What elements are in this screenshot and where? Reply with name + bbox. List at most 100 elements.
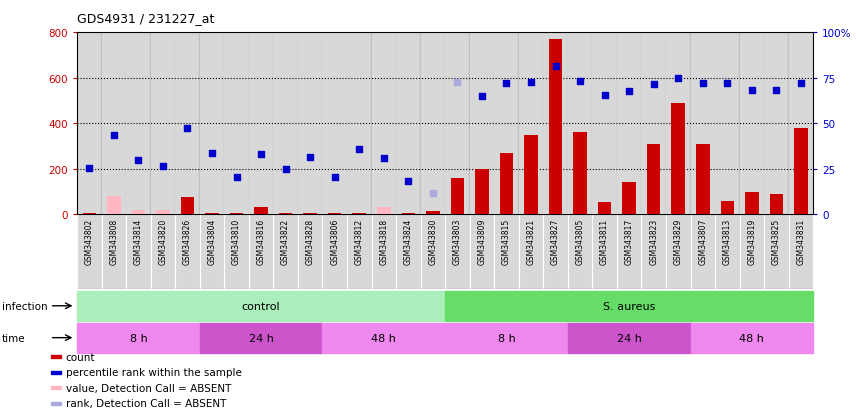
Bar	[592, 215, 617, 289]
Bar	[151, 215, 175, 289]
Text: GSM343802: GSM343802	[85, 218, 94, 265]
Text: GSM343816: GSM343816	[257, 218, 265, 265]
Bar	[249, 215, 273, 289]
Bar	[494, 215, 519, 289]
Text: GSM343818: GSM343818	[379, 218, 389, 264]
Bar	[788, 215, 813, 289]
Bar	[151, 33, 175, 215]
Point	[671, 75, 685, 82]
Point	[107, 132, 121, 139]
Point	[132, 157, 146, 164]
Bar	[199, 323, 323, 353]
Bar	[82, 214, 96, 215]
Point	[426, 190, 440, 197]
Bar	[764, 215, 788, 289]
Bar	[691, 215, 715, 289]
Text: time: time	[2, 333, 26, 343]
Text: 48 h: 48 h	[740, 333, 764, 343]
Point	[450, 80, 464, 86]
Point	[303, 154, 317, 161]
Bar	[470, 33, 494, 215]
Bar	[445, 33, 470, 215]
Text: S. aureus: S. aureus	[603, 301, 656, 311]
Text: GSM343821: GSM343821	[526, 218, 536, 264]
Bar	[450, 178, 464, 215]
Bar	[788, 33, 813, 215]
Text: GSM343809: GSM343809	[478, 218, 486, 265]
Bar	[574, 133, 587, 215]
Point	[353, 147, 366, 153]
Bar	[175, 215, 199, 289]
Bar	[592, 33, 617, 215]
Text: GSM343826: GSM343826	[183, 218, 192, 265]
Bar	[175, 33, 199, 215]
Text: GSM343806: GSM343806	[330, 218, 339, 265]
Bar	[396, 215, 420, 289]
Bar	[199, 215, 224, 289]
Point	[770, 88, 783, 94]
Point	[794, 81, 808, 88]
Point	[229, 174, 243, 180]
Bar	[77, 323, 199, 353]
Point	[500, 81, 514, 88]
Text: value, Detection Call = ABSENT: value, Detection Call = ABSENT	[66, 383, 231, 393]
Text: GSM343829: GSM343829	[674, 218, 683, 265]
Bar	[666, 215, 691, 289]
Bar	[132, 210, 146, 215]
Point	[279, 166, 293, 173]
Bar	[107, 197, 121, 215]
Text: GSM343819: GSM343819	[747, 218, 757, 265]
Text: GSM343831: GSM343831	[796, 218, 805, 265]
Text: GSM343811: GSM343811	[600, 218, 609, 264]
Bar	[249, 33, 273, 215]
Point	[475, 93, 489, 100]
Bar	[51, 355, 62, 358]
Bar	[372, 33, 396, 215]
Point	[721, 81, 734, 88]
Bar	[224, 215, 249, 289]
Bar	[303, 214, 317, 215]
Bar	[420, 215, 445, 289]
Point	[549, 64, 562, 70]
Bar	[715, 33, 740, 215]
Text: GSM343807: GSM343807	[698, 218, 707, 265]
Text: percentile rank within the sample: percentile rank within the sample	[66, 367, 241, 377]
Text: GSM343810: GSM343810	[232, 218, 241, 265]
Bar	[205, 214, 219, 215]
Text: 8 h: 8 h	[497, 333, 515, 343]
Point	[401, 178, 415, 185]
Bar	[568, 323, 691, 353]
Bar	[420, 33, 445, 215]
Bar	[102, 33, 126, 215]
Point	[377, 156, 390, 162]
Point	[574, 78, 587, 85]
Text: 24 h: 24 h	[616, 333, 642, 343]
Bar	[126, 215, 151, 289]
Bar	[568, 215, 592, 289]
Text: GSM343823: GSM343823	[649, 218, 658, 265]
Bar	[770, 194, 783, 215]
Bar	[347, 215, 372, 289]
Point	[647, 82, 661, 89]
Bar	[353, 214, 366, 215]
Bar	[445, 323, 568, 353]
Bar	[51, 386, 62, 389]
Bar	[77, 215, 102, 289]
Bar	[764, 33, 788, 215]
Bar	[671, 104, 685, 215]
Point	[524, 80, 538, 86]
Bar	[77, 291, 445, 321]
Text: GSM343824: GSM343824	[404, 218, 413, 265]
Bar	[156, 210, 169, 215]
Bar	[298, 33, 323, 215]
Text: GSM343803: GSM343803	[453, 218, 462, 265]
Bar	[51, 371, 62, 374]
Bar	[199, 33, 224, 215]
Bar	[519, 215, 544, 289]
Text: GSM343827: GSM343827	[551, 218, 560, 265]
Bar	[617, 215, 641, 289]
Text: GSM343815: GSM343815	[502, 218, 511, 265]
Bar	[475, 169, 489, 215]
Point	[181, 125, 194, 132]
Bar	[323, 215, 347, 289]
